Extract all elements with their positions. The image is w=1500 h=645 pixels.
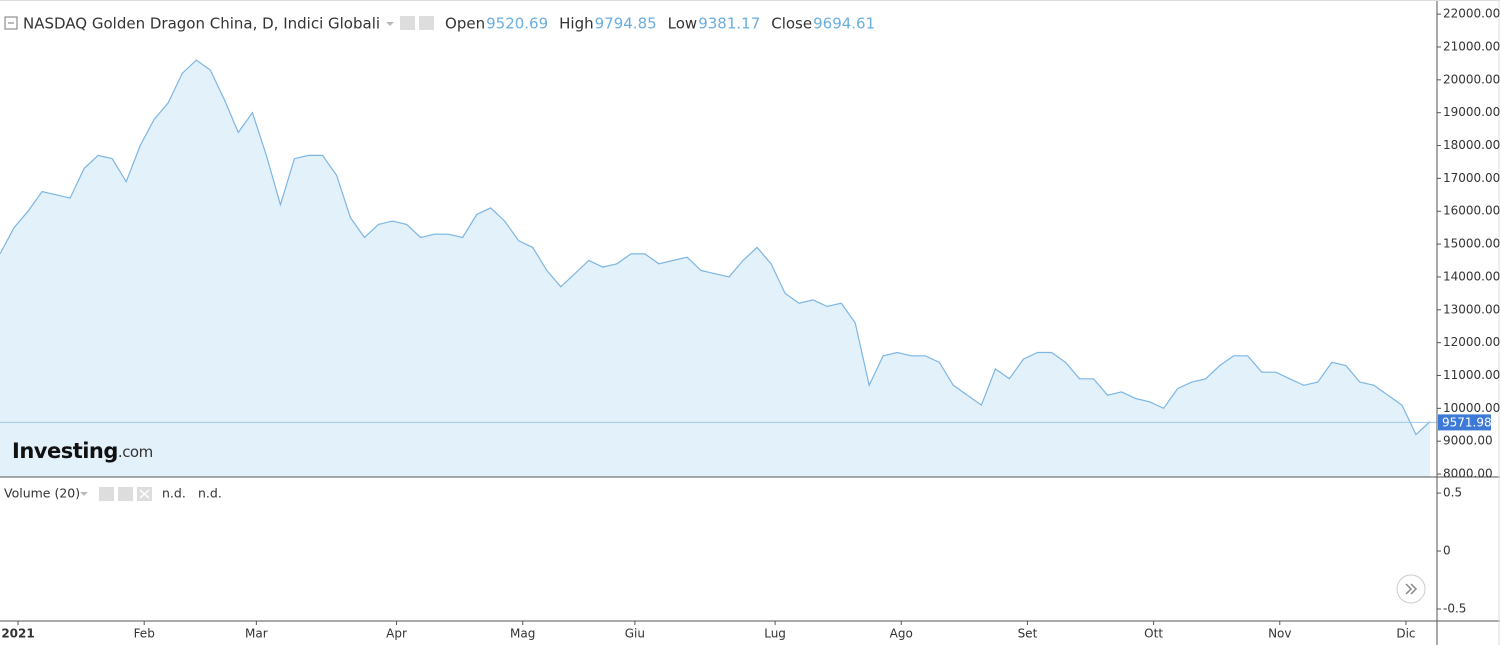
close-glyph — [139, 489, 150, 499]
logo-suffix: .com — [118, 443, 153, 461]
x-tick-label: Dic — [1396, 627, 1415, 641]
logo: Investing.com — [12, 439, 153, 463]
stat-label: Open — [445, 15, 485, 33]
volume-readout: n.d. — [162, 486, 186, 501]
x-tick-label: Nov — [1268, 627, 1291, 641]
dropdown-arrow[interactable] — [386, 22, 395, 26]
y-tick-label: 15000.00 — [1443, 237, 1500, 251]
collapse-icon[interactable] — [4, 16, 18, 30]
volume-readout: n.d. — [198, 486, 222, 501]
eye-icon[interactable] — [99, 487, 114, 501]
x-tick-label: Mar — [245, 627, 268, 641]
stat-label: High — [559, 15, 593, 33]
y-tick-label: 8000.00 — [1443, 467, 1493, 481]
stat-value: 9694.61 — [813, 15, 875, 33]
scroll-right-glyph — [1405, 583, 1418, 595]
x-tick-label: Lug — [764, 627, 786, 641]
stat-value: 9381.17 — [698, 15, 760, 33]
header-icons — [386, 16, 435, 30]
y-tick-label: 18000.00 — [1443, 138, 1500, 152]
y-tick-label: 0.5 — [1443, 486, 1462, 500]
y-tick-label: 19000.00 — [1443, 105, 1500, 119]
stat-value: 9520.69 — [486, 15, 548, 33]
chart-title: NASDAQ Golden Dragon China, D, Indici Gl… — [23, 15, 380, 33]
area-fill — [0, 60, 1430, 477]
y-tick-label: 0 — [1443, 544, 1451, 558]
y-tick-label: 21000.00 — [1443, 39, 1500, 53]
y-tick-label: 10000.00 — [1443, 401, 1500, 415]
settings-icon[interactable] — [419, 16, 435, 30]
y-tick-label: 14000.00 — [1443, 269, 1500, 283]
y-tick-label: 9000.00 — [1443, 434, 1493, 448]
y-tick-label: 16000.00 — [1443, 204, 1500, 218]
dropdown-arrow[interactable] — [80, 492, 88, 496]
volume-title: Volume (20) — [4, 486, 80, 501]
y-tick-label: 22000.00 — [1443, 7, 1500, 21]
x-tick-label: 2021 — [1, 627, 34, 641]
logo-name: Investing — [12, 439, 118, 463]
y-tick-label: 12000.00 — [1443, 335, 1500, 349]
stat-value: 9794.85 — [595, 15, 657, 33]
x-tick-label: Ago — [890, 627, 913, 641]
y-tick-label: 13000.00 — [1443, 302, 1500, 316]
y-tick-label: 17000.00 — [1443, 171, 1500, 185]
x-tick-label: Feb — [134, 627, 155, 641]
last-price-label: 9571.98 — [1442, 415, 1492, 429]
price-line — [0, 59, 1431, 436]
eye-icon[interactable] — [400, 16, 416, 30]
x-tick-label: Mag — [510, 627, 535, 641]
settings-icon[interactable] — [118, 487, 133, 501]
stat-label: Low — [668, 15, 698, 33]
y-tick-label: 20000.00 — [1443, 72, 1500, 86]
y-tick-label: 11000.00 — [1443, 368, 1500, 382]
stat-label: Close — [771, 15, 812, 33]
x-tick-label: Apr — [386, 627, 407, 641]
x-tick-label: Ott — [1144, 627, 1163, 641]
last-price-box — [1438, 414, 1491, 431]
ohlc-stats: Open 9520.69 High 9794.85 Low 9381.17 Close 969… — [445, 15, 875, 33]
x-tick-label: Giu — [625, 627, 645, 641]
y-tick-label: -0.5 — [1443, 601, 1466, 615]
x-tick-label: Set — [1018, 627, 1038, 641]
